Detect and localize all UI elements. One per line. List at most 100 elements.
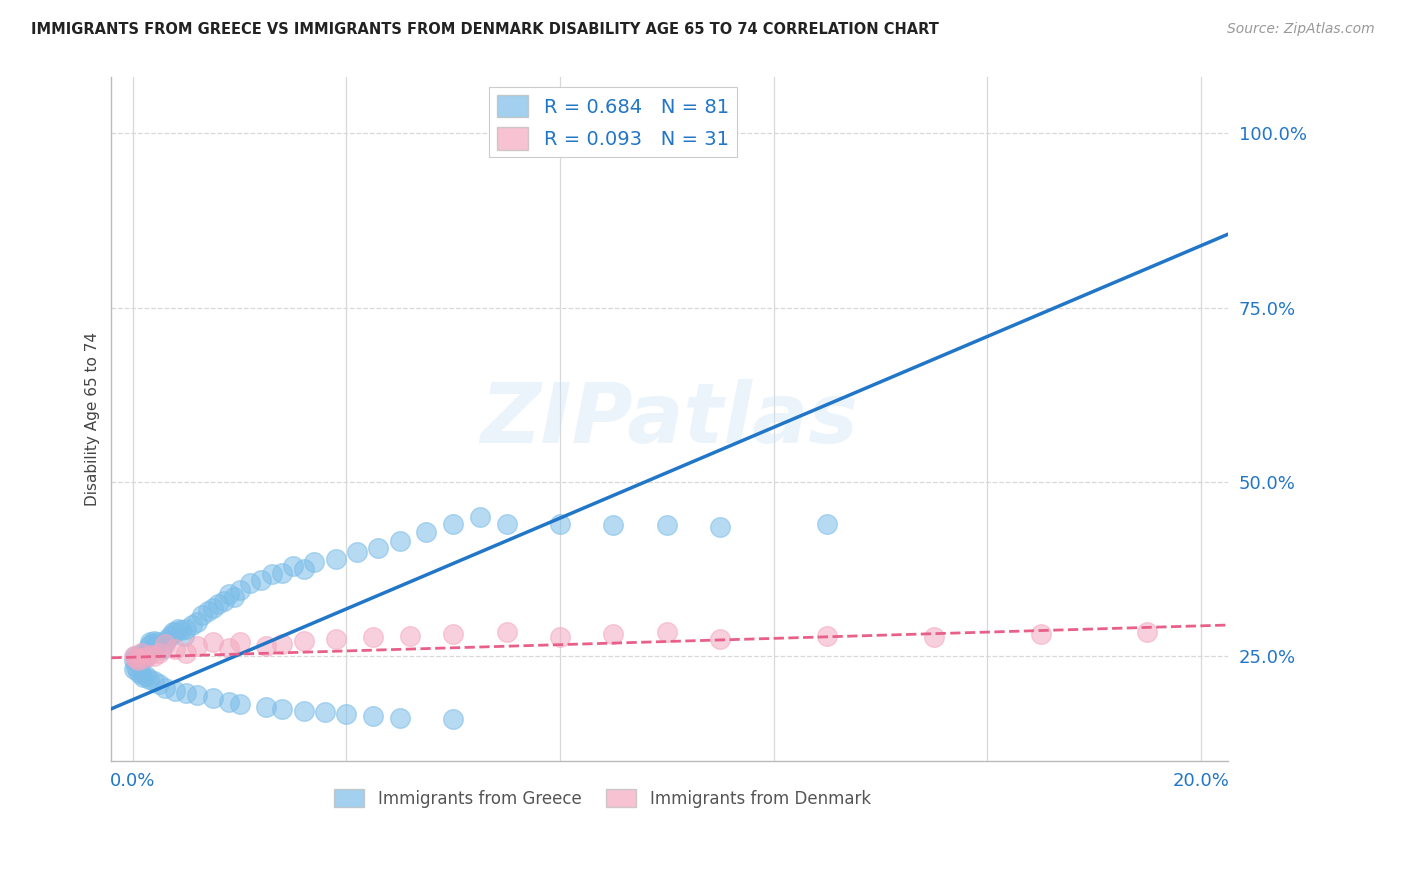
Point: [186, 688, 208, 702]
Point: [186, 639, 208, 653]
Point: [271, 637, 294, 651]
Point: [441, 516, 464, 531]
Point: [143, 634, 166, 648]
Point: [153, 681, 176, 695]
Point: [128, 649, 150, 664]
Point: [346, 545, 368, 559]
Point: [127, 665, 149, 679]
Point: [146, 635, 169, 649]
Text: Source: ZipAtlas.com: Source: ZipAtlas.com: [1227, 22, 1375, 37]
Point: [124, 662, 146, 676]
Point: [228, 583, 250, 598]
Point: [167, 622, 190, 636]
Point: [292, 634, 315, 648]
Point: [197, 604, 219, 618]
Text: ZIPatlas: ZIPatlas: [481, 379, 859, 459]
Point: [709, 632, 731, 646]
Point: [325, 632, 347, 646]
Point: [135, 669, 157, 683]
Point: [129, 666, 152, 681]
Point: [138, 639, 160, 653]
Point: [174, 646, 197, 660]
Point: [239, 576, 262, 591]
Point: [655, 518, 678, 533]
Point: [212, 593, 235, 607]
Point: [134, 650, 156, 665]
Point: [156, 632, 179, 646]
Point: [174, 686, 197, 700]
Point: [495, 516, 517, 531]
Point: [180, 618, 202, 632]
Point: [173, 628, 195, 642]
Point: [367, 541, 389, 556]
Point: [254, 699, 277, 714]
Point: [325, 551, 347, 566]
Point: [165, 625, 187, 640]
Point: [260, 567, 283, 582]
Point: [218, 587, 240, 601]
Point: [141, 637, 163, 651]
Point: [143, 639, 166, 653]
Point: [191, 607, 214, 622]
Point: [922, 630, 945, 644]
Point: [125, 650, 148, 665]
Point: [224, 590, 246, 604]
Point: [468, 510, 491, 524]
Point: [399, 628, 422, 642]
Point: [186, 615, 208, 629]
Point: [127, 655, 149, 669]
Point: [441, 627, 464, 641]
Point: [548, 630, 571, 644]
Point: [218, 695, 240, 709]
Point: [131, 648, 153, 662]
Point: [201, 691, 224, 706]
Point: [218, 641, 240, 656]
Text: IMMIGRANTS FROM GREECE VS IMMIGRANTS FROM DENMARK DISABILITY AGE 65 TO 74 CORREL: IMMIGRANTS FROM GREECE VS IMMIGRANTS FRO…: [31, 22, 939, 37]
Point: [170, 623, 193, 637]
Point: [132, 670, 155, 684]
Point: [304, 555, 326, 569]
Point: [159, 628, 181, 642]
Point: [127, 653, 149, 667]
Point: [165, 684, 187, 698]
Point: [138, 672, 160, 686]
Point: [1029, 627, 1052, 641]
Point: [228, 697, 250, 711]
Point: [148, 646, 170, 660]
Point: [495, 625, 517, 640]
Point: [815, 628, 838, 642]
Point: [124, 653, 146, 667]
Legend: Immigrants from Greece, Immigrants from Denmark: Immigrants from Greece, Immigrants from …: [328, 782, 877, 814]
Point: [361, 708, 384, 723]
Point: [292, 704, 315, 718]
Point: [709, 520, 731, 534]
Point: [281, 558, 304, 573]
Point: [124, 649, 146, 664]
Point: [129, 650, 152, 665]
Point: [271, 702, 294, 716]
Point: [143, 649, 166, 664]
Point: [815, 516, 838, 531]
Point: [292, 562, 315, 576]
Point: [150, 642, 173, 657]
Point: [153, 637, 176, 651]
Point: [388, 534, 411, 549]
Point: [135, 648, 157, 662]
Point: [361, 630, 384, 644]
Y-axis label: Disability Age 65 to 74: Disability Age 65 to 74: [86, 332, 100, 507]
Point: [129, 646, 152, 660]
Point: [1136, 625, 1159, 640]
Point: [388, 711, 411, 725]
Point: [143, 673, 166, 688]
Point: [148, 637, 170, 651]
Point: [602, 627, 624, 641]
Point: [254, 639, 277, 653]
Point: [207, 597, 229, 611]
Point: [314, 705, 336, 719]
Point: [655, 625, 678, 640]
Point: [602, 518, 624, 533]
Point: [174, 622, 197, 636]
Point: [131, 652, 153, 666]
Point: [335, 706, 357, 721]
Point: [139, 635, 162, 649]
